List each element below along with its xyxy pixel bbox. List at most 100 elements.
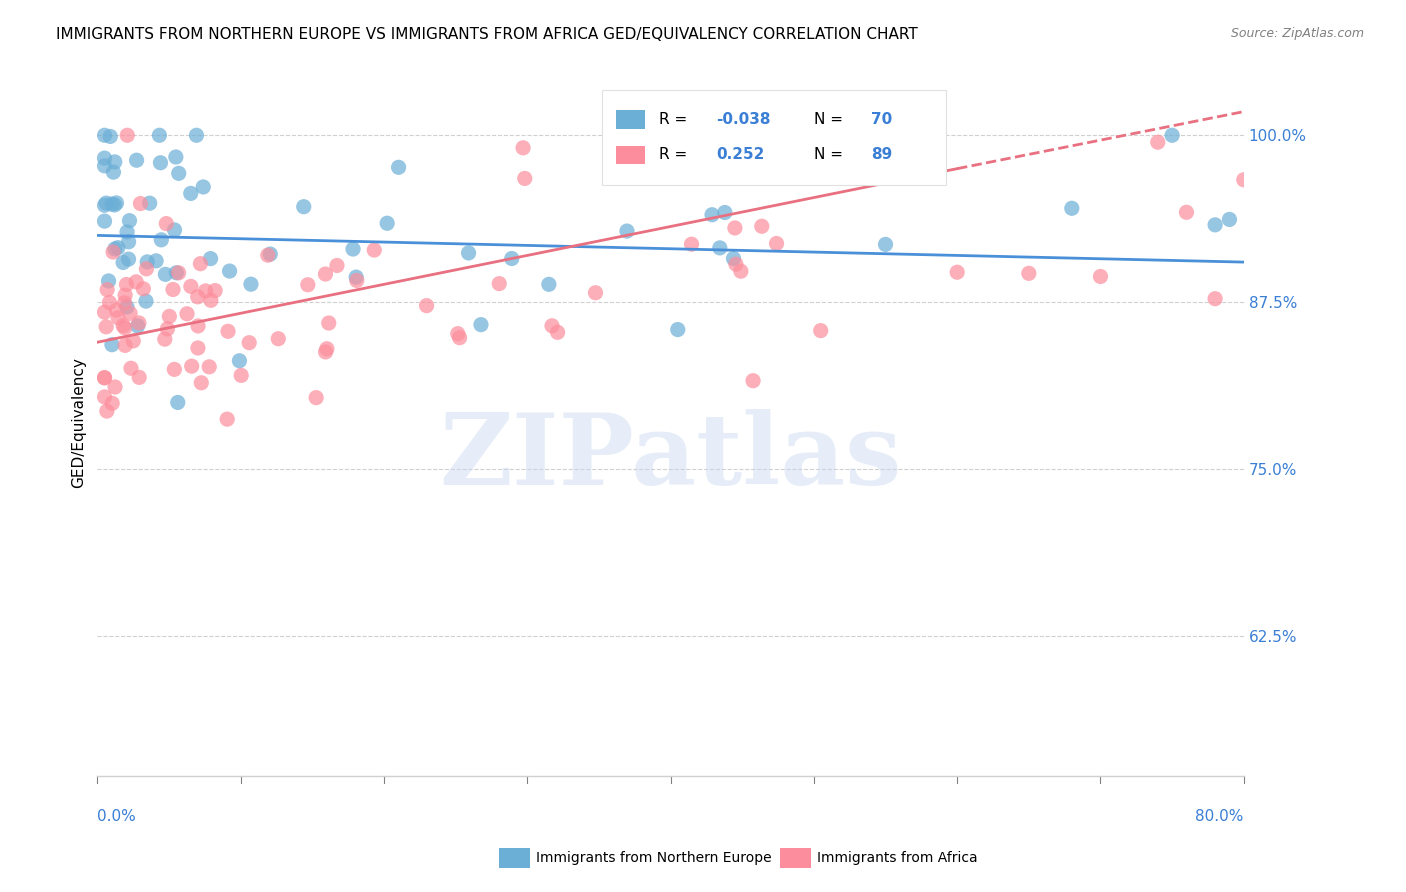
- Point: [541, 318, 564, 333]
- Point: [346, 273, 368, 287]
- Point: [93, 151, 115, 165]
- Point: [104, 155, 127, 169]
- Point: [194, 284, 217, 298]
- Point: [765, 236, 787, 251]
- Point: [231, 368, 253, 383]
- Point: [166, 395, 188, 409]
- Point: [501, 252, 523, 266]
- Point: [512, 141, 534, 155]
- Point: [217, 412, 239, 426]
- Point: [128, 370, 150, 384]
- Point: [1204, 218, 1226, 232]
- Point: [190, 257, 212, 271]
- Point: [415, 299, 437, 313]
- Point: [135, 294, 157, 309]
- Point: [122, 334, 145, 348]
- Point: [198, 359, 221, 374]
- Point: [117, 252, 139, 267]
- Point: [132, 282, 155, 296]
- Point: [946, 265, 969, 279]
- Point: [103, 165, 125, 179]
- Point: [125, 275, 148, 289]
- Point: [187, 318, 209, 333]
- Point: [187, 290, 209, 304]
- Point: [93, 159, 115, 173]
- Point: [96, 196, 118, 211]
- Point: [93, 198, 115, 212]
- Point: [724, 221, 747, 235]
- Point: [93, 390, 115, 404]
- Text: ZIPatlas: ZIPatlas: [439, 409, 901, 506]
- Point: [259, 247, 281, 261]
- Point: [292, 200, 315, 214]
- Point: [105, 195, 128, 210]
- Point: [204, 284, 226, 298]
- Point: [114, 295, 136, 310]
- Point: [114, 321, 136, 335]
- Point: [97, 274, 120, 288]
- Point: [167, 266, 190, 280]
- Point: [167, 166, 190, 180]
- Point: [180, 186, 202, 201]
- Point: [190, 376, 212, 390]
- Point: [217, 324, 239, 338]
- Point: [107, 241, 129, 255]
- FancyBboxPatch shape: [616, 145, 645, 164]
- Point: [228, 353, 250, 368]
- Point: [1018, 266, 1040, 280]
- Point: [162, 283, 184, 297]
- Point: [93, 371, 115, 385]
- Text: 80.0%: 80.0%: [1195, 809, 1244, 824]
- Point: [513, 171, 536, 186]
- Point: [875, 237, 897, 252]
- Point: [118, 213, 141, 227]
- Point: [585, 285, 607, 300]
- Point: [125, 153, 148, 168]
- FancyBboxPatch shape: [616, 111, 645, 128]
- Point: [135, 261, 157, 276]
- Point: [1060, 202, 1083, 216]
- Point: [751, 219, 773, 234]
- Point: [256, 248, 278, 262]
- Point: [714, 205, 737, 219]
- Point: [681, 237, 703, 252]
- Point: [1090, 269, 1112, 284]
- Point: [165, 266, 187, 280]
- Point: [315, 342, 337, 356]
- Point: [98, 295, 121, 310]
- Point: [96, 319, 118, 334]
- Point: [155, 217, 177, 231]
- Point: [700, 208, 723, 222]
- Point: [117, 235, 139, 249]
- Text: Immigrants from Africa: Immigrants from Africa: [817, 851, 977, 865]
- Point: [363, 243, 385, 257]
- Point: [239, 277, 262, 292]
- Point: [156, 322, 179, 336]
- Point: [117, 128, 139, 143]
- Point: [105, 303, 128, 318]
- Point: [115, 225, 138, 239]
- Point: [218, 264, 240, 278]
- Point: [129, 196, 152, 211]
- Point: [115, 277, 138, 292]
- Point: [1218, 212, 1240, 227]
- Point: [1161, 128, 1184, 143]
- Point: [98, 129, 121, 144]
- Point: [101, 337, 124, 351]
- Point: [107, 310, 129, 325]
- Point: [470, 318, 492, 332]
- Point: [138, 196, 160, 211]
- Point: [93, 214, 115, 228]
- Point: [104, 380, 127, 394]
- Point: [176, 307, 198, 321]
- Point: [93, 305, 115, 319]
- Point: [155, 268, 177, 282]
- Point: [238, 335, 260, 350]
- Point: [104, 198, 127, 212]
- Point: [136, 255, 159, 269]
- Point: [305, 391, 328, 405]
- Point: [101, 245, 124, 260]
- Point: [315, 345, 337, 359]
- Text: -0.038: -0.038: [717, 112, 770, 127]
- Point: [449, 331, 471, 345]
